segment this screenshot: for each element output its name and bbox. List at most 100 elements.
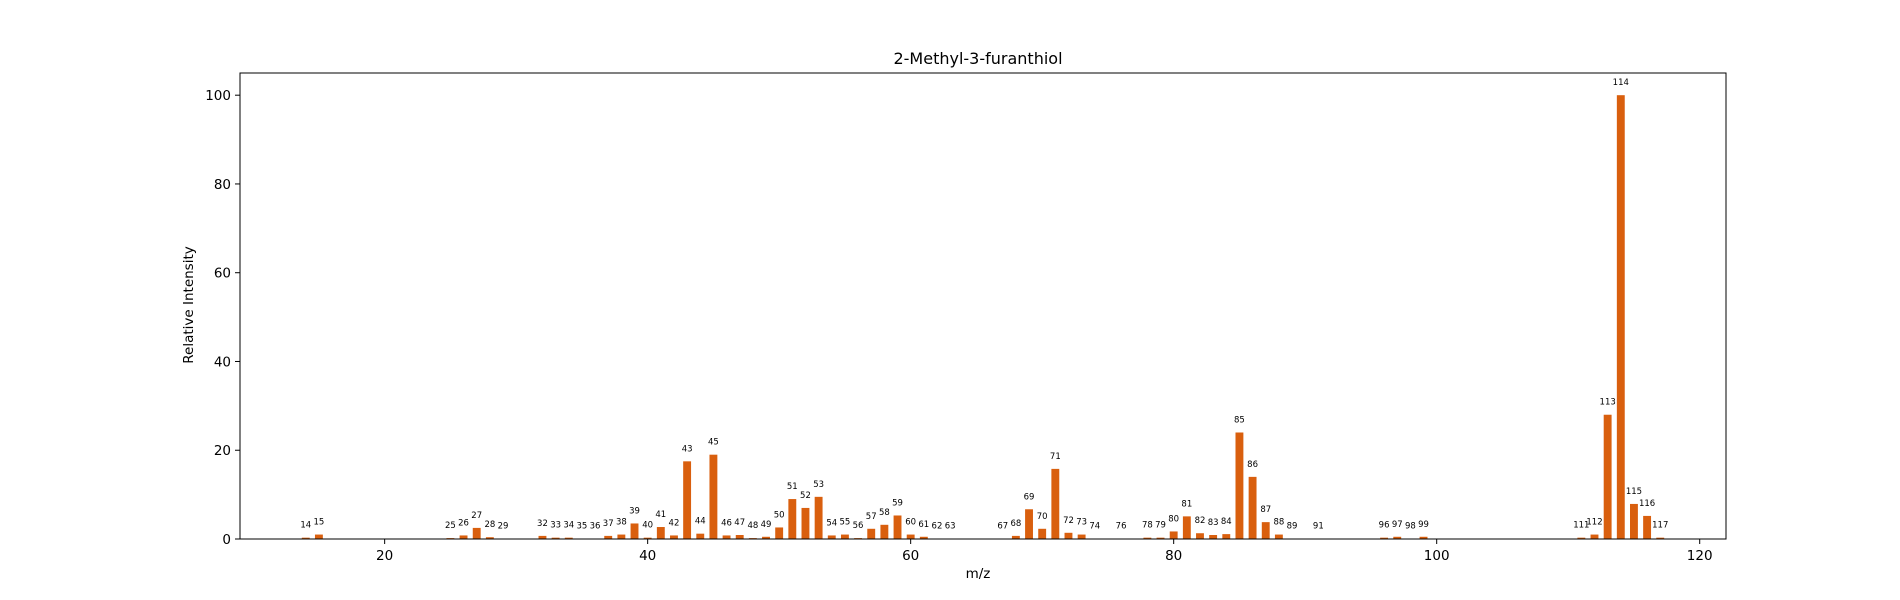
bar-label-mz-81: 81 [1181, 499, 1192, 509]
y-tick-label-0: 0 [222, 532, 231, 548]
bar-label-mz-46: 46 [721, 518, 732, 528]
bar-label-mz-49: 49 [761, 520, 772, 530]
bar-label-mz-29: 29 [498, 522, 509, 532]
bar-label-mz-35: 35 [576, 522, 587, 532]
bar-label-mz-88: 88 [1273, 518, 1284, 528]
bar-label-mz-54: 54 [826, 518, 837, 528]
bar-mz-47 [735, 535, 744, 539]
bar-label-mz-62: 62 [932, 522, 943, 532]
bar-label-mz-83: 83 [1208, 518, 1219, 528]
bar-label-mz-112: 112 [1586, 518, 1602, 528]
bar-label-mz-26: 26 [458, 518, 469, 528]
bar-label-mz-84: 84 [1221, 517, 1232, 527]
y-tick-label-60: 60 [214, 266, 231, 282]
bar-label-mz-51: 51 [787, 482, 798, 492]
bar-mz-112 [1590, 534, 1599, 539]
bar-mz-115 [1630, 503, 1638, 539]
bar-mz-15 [314, 534, 323, 539]
x-tick-label-20: 20 [376, 548, 393, 564]
bar-mz-55 [840, 534, 849, 539]
bar-label-mz-47: 47 [734, 518, 745, 528]
bar-label-mz-45: 45 [708, 438, 719, 448]
bar-mz-52 [801, 507, 810, 539]
bar-label-mz-37: 37 [603, 519, 614, 529]
bar-mz-85 [1235, 432, 1244, 539]
bar-mz-82 [1196, 533, 1204, 539]
bar-mz-70 [1038, 528, 1047, 539]
bar-label-mz-113: 113 [1600, 398, 1616, 408]
bar-label-mz-55: 55 [840, 518, 851, 528]
bar-label-mz-57: 57 [866, 512, 877, 522]
bar-mz-54 [827, 535, 836, 539]
bar-mz-88 [1274, 534, 1283, 539]
bar-label-mz-27: 27 [471, 511, 482, 521]
bar-label-mz-61: 61 [918, 520, 929, 530]
bar-mz-51 [788, 499, 797, 539]
bar-label-mz-38: 38 [616, 518, 627, 528]
bar-mz-45 [709, 454, 718, 539]
bar-label-mz-114: 114 [1613, 78, 1629, 88]
bar-mz-50 [775, 527, 784, 539]
bar-label-mz-63: 63 [945, 522, 956, 532]
bar-label-mz-48: 48 [747, 521, 758, 531]
bar-label-mz-56: 56 [853, 521, 864, 531]
bar-mz-26 [459, 535, 468, 539]
bar-label-mz-28: 28 [484, 520, 495, 530]
bar-label-mz-36: 36 [590, 522, 601, 532]
y-tick-label-80: 80 [214, 177, 231, 193]
bar-mz-96 [1380, 537, 1389, 539]
bar-label-mz-71: 71 [1050, 452, 1061, 462]
bar-mz-37 [604, 535, 613, 539]
bar-label-mz-41: 41 [655, 510, 666, 520]
bar-label-mz-73: 73 [1076, 518, 1087, 528]
bar-mz-72 [1064, 532, 1073, 539]
bar-label-mz-80: 80 [1168, 514, 1179, 524]
bar-label-mz-33: 33 [550, 521, 561, 531]
bar-mz-42 [670, 535, 678, 539]
bar-mz-27 [472, 527, 481, 539]
bar-mz-46 [722, 535, 731, 539]
bar-label-mz-98: 98 [1405, 522, 1416, 532]
bar-mz-117 [1656, 537, 1665, 539]
bar-mz-53 [814, 496, 823, 539]
bar-label-mz-53: 53 [813, 480, 824, 490]
x-tick-label-100: 100 [1424, 548, 1450, 564]
bar-label-mz-60: 60 [905, 518, 916, 528]
bar-mz-34 [564, 537, 573, 539]
x-tick-label-40: 40 [639, 548, 656, 564]
bar-mz-84 [1222, 534, 1231, 539]
x-axis-label: m/z [966, 566, 991, 582]
bar-mz-79 [1156, 537, 1165, 539]
bar-mz-86 [1248, 476, 1257, 539]
bars-layer [301, 95, 1665, 539]
bar-label-mz-89: 89 [1287, 522, 1298, 532]
y-tick-label-40: 40 [214, 354, 231, 370]
bar-label-mz-39: 39 [629, 506, 640, 516]
bar-mz-113 [1603, 414, 1612, 539]
x-tick-label-60: 60 [902, 548, 919, 564]
bar-mz-40 [643, 537, 652, 539]
bar-label-mz-67: 67 [997, 522, 1008, 532]
bar-label-mz-68: 68 [1010, 519, 1021, 529]
y-axis-label: Relative Intensity [181, 246, 197, 364]
y-axis-ticks: 0 20 40 60 80 100 [205, 88, 240, 548]
bar-label-mz-14: 14 [300, 521, 311, 531]
bar-mz-114 [1616, 95, 1625, 539]
bar-label-mz-85: 85 [1234, 415, 1245, 425]
bar-mz-59 [893, 515, 902, 539]
bar-label-mz-74: 74 [1089, 522, 1100, 532]
y-tick-label-100: 100 [205, 88, 231, 104]
bar-mz-111 [1577, 537, 1586, 539]
bar-label-mz-86: 86 [1247, 460, 1258, 470]
bar-mz-57 [867, 528, 876, 539]
bar-label-mz-34: 34 [563, 521, 574, 531]
bar-mz-87 [1261, 522, 1270, 539]
bar-mz-73 [1077, 534, 1086, 539]
bar-mz-43 [683, 461, 692, 539]
bar-label-mz-70: 70 [1037, 512, 1048, 522]
bar-label-mz-97: 97 [1392, 520, 1403, 530]
x-tick-label-80: 80 [1165, 548, 1182, 564]
